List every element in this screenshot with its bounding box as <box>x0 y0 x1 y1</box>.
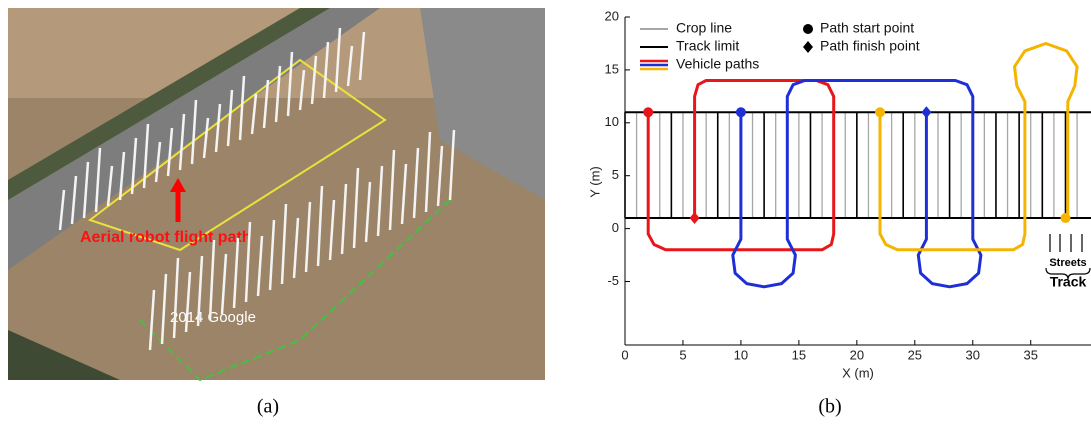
x-axis-label: X (m) <box>842 365 874 380</box>
x-tick-label: 0 <box>621 347 628 362</box>
legend-label: Path finish point <box>820 38 920 54</box>
x-tick-label: 35 <box>1023 347 1037 362</box>
marker-circle <box>643 107 653 117</box>
photo-annotation: Aerial robot flight path <box>80 229 252 246</box>
marker-diamond <box>803 41 813 53</box>
legend-label: Path start point <box>820 20 914 36</box>
marker-diamond <box>690 212 700 224</box>
y-tick-label: 0 <box>612 220 619 235</box>
y-tick-label: 5 <box>612 167 619 182</box>
aerial-photo: Aerial robot flight path 2014 Google <box>8 8 545 380</box>
x-tick-label: 15 <box>792 347 806 362</box>
marker-circle <box>803 24 813 34</box>
panel-label: (b) <box>818 396 841 418</box>
page: Aerial robot flight path 2014 Google (a)… <box>0 0 1091 421</box>
y-axis-label: Y (m) <box>587 166 602 198</box>
x-tick-label: 25 <box>908 347 922 362</box>
legend-label: Vehicle paths <box>676 56 759 72</box>
marker-circle <box>1060 213 1070 223</box>
annotation: Streets <box>1049 257 1086 269</box>
x-tick-label: 5 <box>679 347 686 362</box>
marker-circle <box>875 107 885 117</box>
legend-label: Track limit <box>676 38 739 54</box>
y-tick-label: -5 <box>607 273 619 288</box>
legend-label: Crop line <box>676 20 732 36</box>
x-tick-label: 10 <box>734 347 748 362</box>
x-tick-label: 30 <box>966 347 980 362</box>
x-tick-label: 20 <box>850 347 864 362</box>
marker-diamond <box>921 106 931 118</box>
panel-label: (a) <box>257 396 279 418</box>
y-tick-label: 10 <box>605 114 619 129</box>
watermark: 2014 Google <box>170 309 256 326</box>
y-tick-label: 15 <box>605 61 619 76</box>
marker-circle <box>736 107 746 117</box>
y-tick-label: 20 <box>605 8 619 23</box>
figure: Aerial robot flight path 2014 Google (a)… <box>0 0 1091 421</box>
